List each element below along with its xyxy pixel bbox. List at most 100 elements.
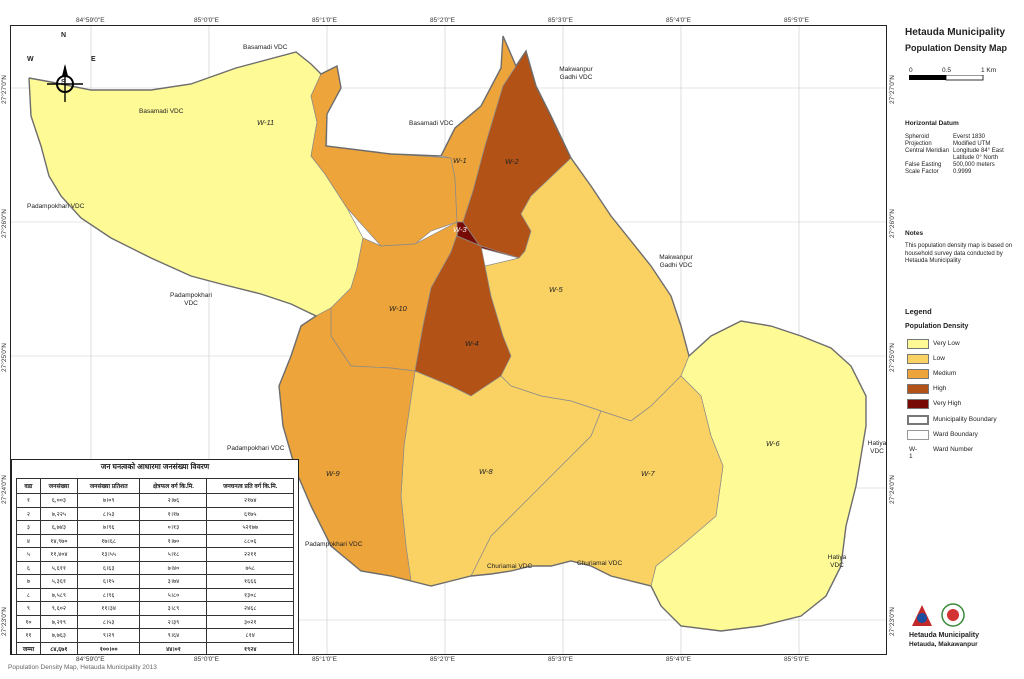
table-title: जन घनत्वको आधारमा जनसंख्या विवरण — [100, 462, 210, 471]
coord-bottom: 85°0'0"E — [194, 656, 219, 663]
legend-label: Low — [933, 355, 945, 362]
datum-key: Central Meridian — [905, 148, 950, 154]
vdc-label: Makwanpur Gadhi VDC — [559, 66, 593, 81]
table-cell: ११ — [16, 628, 41, 643]
table-total-cell: १००।०० — [76, 641, 141, 654]
table-total-row: जम्मा ८४,६७१ १००।०० ४४।०१ १९२४ — [16, 641, 294, 654]
table-cell: २४६८ — [206, 601, 294, 616]
legend-label: High — [933, 385, 947, 392]
col-header: जनसंख्या प्रतिशत — [76, 478, 141, 494]
table-cell: ५,३६१ — [39, 574, 78, 589]
coord-bottom: 85°4'0"E — [666, 656, 691, 663]
table-cell: ९।२९ — [76, 628, 141, 643]
coord-bottom: 85°3'0"E — [548, 656, 573, 663]
ward-label-w3: W-3 — [453, 225, 467, 234]
table-row: ७ ५,३६१ ६।१५ ३।७४ १६६६ — [16, 574, 294, 589]
population-table: जन घनत्वको आधारमा जनसंख्या विवरण वडा जनस… — [11, 459, 299, 654]
legend-label: Ward Boundary — [933, 431, 978, 438]
vdc-label: Padampokhari VDC — [227, 445, 285, 452]
table-cell: १।७० — [139, 533, 208, 548]
datum-key: Spheroid — [905, 134, 930, 140]
table-header-row: वडा जनसंख्या जनसंख्या प्रतिशत क्षेत्रफल … — [16, 478, 294, 494]
north-arrow-icon — [47, 64, 83, 102]
table-cell: ८ — [16, 587, 41, 602]
table-row: ११ ७,७६३ ९।२९ ९।६४ ८१४ — [16, 628, 294, 643]
datum-row: Central Meridian Longitude 84° East — [905, 148, 1004, 155]
table-row: ६ ५,६११ ६।६३ ७।४० ७५८ — [16, 560, 294, 575]
table-cell: ४ — [16, 533, 41, 548]
table-cell: २ — [16, 506, 41, 521]
table-cell: ५।८० — [139, 587, 208, 602]
coord-left: 27°26'0"N — [1, 209, 8, 238]
table-cell: १० — [16, 614, 41, 629]
datum-value: 0.9999 — [953, 169, 972, 175]
ward-label-w2: W-2 — [505, 157, 519, 166]
table-cell: १७।६८ — [76, 533, 141, 548]
table-total-cell: ८४,६७१ — [39, 641, 78, 654]
table-cell: १।१७ — [139, 506, 208, 521]
table-cell: २१७४ — [206, 493, 294, 508]
org-address: Hetauda, Makawanpur — [909, 641, 978, 648]
table-cell: ७।४० — [139, 560, 208, 575]
map-canvas[interactable] — [11, 26, 887, 655]
table-cell: ६,००३ — [39, 493, 78, 508]
coord-top: 85°1'0"E — [312, 17, 337, 24]
table-cell: १ — [16, 493, 41, 508]
table-cell: १३।५५ — [76, 547, 141, 562]
legend-subheading: Population Density — [905, 323, 969, 330]
legend-label: Medium — [933, 370, 957, 377]
ward-label-w8: W-8 — [479, 467, 493, 476]
vdc-label: Makwanpur Gadhi VDC — [659, 254, 693, 269]
scale-label-05: 0.5 — [942, 67, 952, 74]
notes-heading: Notes — [905, 230, 924, 237]
table-cell: ७ — [16, 574, 41, 589]
municipality-logo-icon — [912, 603, 965, 627]
notes-text: This population density map is based on … — [905, 243, 1013, 264]
table-cell: ०।१३ — [139, 520, 208, 535]
footer-caption: Population Density Map, Hetauda Municipa… — [8, 664, 157, 671]
table-row: ४ १४,९७० १७।६८ १।७० ८८०६ — [16, 533, 294, 548]
map-frame[interactable]: 84°59'0"E N S W E Basamadi VDC Basamadi … — [10, 25, 887, 655]
ward-label-w6: W-6 — [766, 439, 780, 448]
legend-swatch — [907, 430, 929, 440]
table-cell: ७।०९ — [76, 493, 141, 508]
vdc-label: Basamadi VDC — [139, 108, 184, 115]
table-cell: ७,२२५ — [39, 506, 78, 521]
map-sidebar: Hetauda Municipality Population Density … — [895, 25, 1017, 655]
datum-key: False Easting — [905, 162, 942, 168]
coord-top: 84°59'0"E — [76, 17, 105, 24]
table-cell: ९।६४ — [139, 628, 208, 643]
scale-bar — [909, 75, 984, 81]
legend-label: Ward Number — [933, 446, 974, 453]
map-title: Hetauda Municipality — [905, 27, 1006, 38]
table-cell: ६।१५ — [76, 574, 141, 589]
ward-label-w4: W-4 — [465, 339, 479, 348]
table-cell: ६।६३ — [76, 560, 141, 575]
vdc-label: Padampokhari VDC — [27, 203, 85, 210]
ward-label-w7: W-7 — [641, 469, 655, 478]
table-cell: ३ — [16, 520, 41, 535]
table-row: ८ ७,५८९ ८।९६ ५।८० १३०८ — [16, 587, 294, 602]
ward-label-w10: W-10 — [389, 304, 407, 313]
legend-swatch — [907, 384, 929, 394]
coord-bottom: 85°2'0"E — [430, 656, 455, 663]
vdc-label: Hatiya VDC — [867, 440, 887, 455]
table-cell: १३०८ — [206, 587, 294, 602]
table-cell: ६ — [16, 560, 41, 575]
coord-top: 85°5'0"E — [784, 17, 809, 24]
datum-key: Scale Factor — [905, 169, 939, 175]
table-cell: ६१७५ — [206, 506, 294, 521]
col-header: वडा — [16, 478, 41, 494]
table-cell: २२११ — [206, 547, 294, 562]
legend-swatch — [907, 415, 929, 425]
scale-label-1: 1 Km — [981, 67, 997, 74]
municipality-boundary — [28, 35, 867, 632]
ward-label-w1: W-1 — [453, 156, 467, 165]
table-cell: ७५८ — [206, 560, 294, 575]
table-cell: २।७६ — [139, 493, 208, 508]
datum-heading: Horizontal Datum — [905, 120, 959, 127]
col-header: जनघनत्व प्रति वर्ग कि.मि. — [206, 478, 294, 494]
legend-label: Very High — [933, 400, 962, 407]
table-cell: ७,२१९ — [39, 614, 78, 629]
table-cell: ११।३४ — [76, 601, 141, 616]
